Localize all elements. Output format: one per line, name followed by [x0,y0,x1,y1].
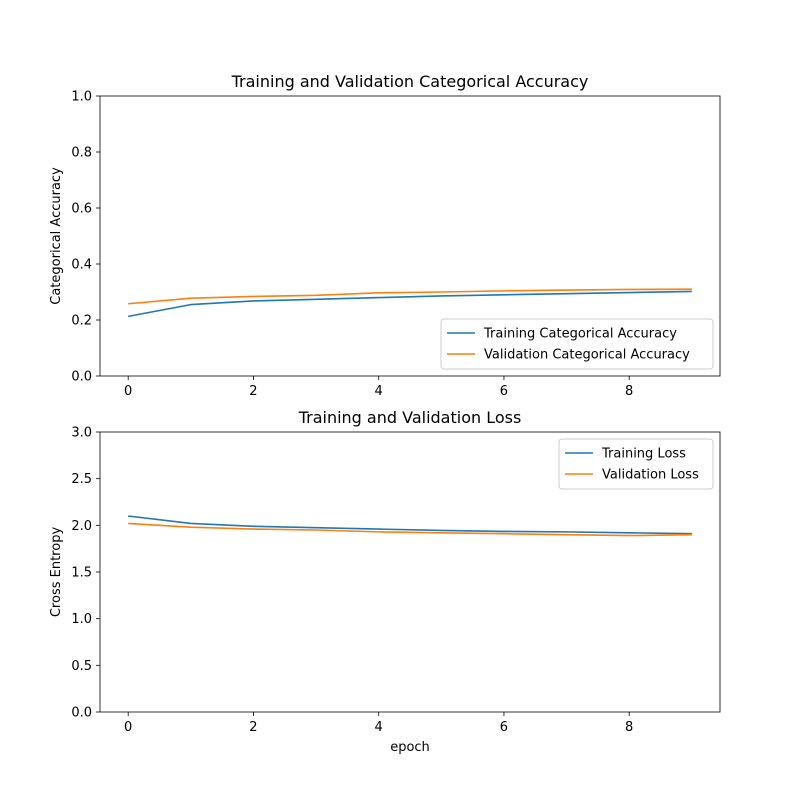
x-tick-label: 0 [124,720,132,735]
chart-title: Training and Validation Loss [298,408,522,427]
x-tick-label: 4 [375,720,383,735]
series-line-1 [128,288,692,305]
series-line-0 [128,515,692,535]
y-tick-label: 2.0 [71,519,92,534]
x-axis-label: epoch [390,740,430,755]
y-tick-label: 2.5 [71,472,92,487]
loss-chart: Training and Validation Loss Cross Entrop… [49,408,721,755]
series-line-0 [128,290,692,318]
legend-entry-1: Validation Loss [602,468,699,483]
y-axis-label: Cross Entropy [49,527,64,618]
legend-box [558,438,714,490]
x-tick-label: 8 [625,384,633,399]
y-tick-label: 0.6 [71,202,92,217]
legend-entry-1: Validation Categorical Accuracy [484,348,690,363]
y-tick-label: 0.8 [71,146,92,161]
x-tick-label: 6 [500,720,508,735]
legend: Training Categorical Accuracy Validation … [440,318,714,370]
chart-title: Training and Validation Categorical Accu… [231,72,589,91]
y-tick-label: 1.0 [71,612,92,627]
legend-entry-0: Training Categorical Accuracy [483,327,677,342]
y-tick-label: 0.0 [71,706,92,721]
legend-entry-0: Training Loss [601,447,686,462]
y-axis-label: Categorical Accuracy [49,167,64,305]
x-tick-label: 2 [249,720,257,735]
y-tick-label: 0.5 [71,659,92,674]
y-tick-label: 1.5 [71,566,92,581]
x-tick-label: 6 [500,384,508,399]
y-tick-label: 0.0 [71,370,92,385]
y-tick-label: 0.4 [71,258,92,273]
x-tick-label: 2 [249,384,257,399]
y-tick-label: 1.0 [71,90,92,105]
y-tick-label: 0.2 [71,314,92,329]
x-tick-label: 0 [124,384,132,399]
x-tick-label: 8 [625,720,633,735]
plot-frame [99,95,721,377]
y-tick-label: 3.0 [71,426,92,441]
legend: Training Loss Validation Loss [558,438,714,490]
legend-box [440,318,714,370]
series-line-1 [128,522,692,537]
accuracy-chart: Training and Validation Categorical Accu… [49,72,721,399]
plot-frame [99,431,721,713]
x-tick-label: 4 [375,384,383,399]
